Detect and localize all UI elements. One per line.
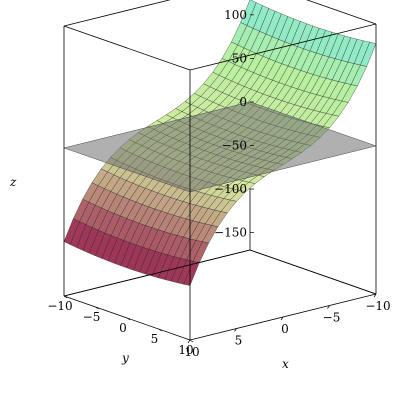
frame-edge <box>63 25 191 71</box>
surfaces <box>63 0 377 286</box>
z-tick-label: −150 <box>214 226 247 240</box>
x-tick-label: 5 <box>235 334 243 348</box>
z-tick-label: 50 <box>232 51 247 65</box>
y-tick-label: 10 <box>178 343 193 357</box>
frame-edge <box>63 249 251 297</box>
x-tick <box>234 328 237 332</box>
plot-frame-front <box>63 23 377 341</box>
x-axis-title: x <box>282 357 289 371</box>
z-axis-title: z <box>9 175 17 189</box>
y-tick <box>95 306 99 310</box>
x-tick-label: 0 <box>281 322 289 336</box>
x-tick-label: −5 <box>323 311 341 325</box>
x-tick <box>280 316 284 321</box>
x-tick-label: −10 <box>365 299 390 313</box>
y-tick-label: 5 <box>151 332 159 346</box>
x-tick <box>187 339 191 344</box>
x-tick <box>327 305 330 309</box>
y-tick <box>63 295 68 299</box>
frame-edge <box>306 0 377 25</box>
frame-edge <box>63 0 171 27</box>
y-tick <box>189 339 194 343</box>
y-axis-title: y <box>121 351 129 365</box>
frame-edge <box>249 249 377 295</box>
z-tick-label: −100 <box>214 182 247 196</box>
z-tick-label: 0 <box>239 95 247 109</box>
x-tick <box>373 293 377 298</box>
y-tick-label: 0 <box>119 321 127 335</box>
y-tick <box>158 328 162 332</box>
y-tick <box>126 317 131 321</box>
z-tick-label: −50 <box>222 138 247 152</box>
x-tick-label: 10 <box>184 345 199 359</box>
frame-edge <box>189 23 377 71</box>
y-tick-label: −5 <box>83 310 101 324</box>
z-tick-label: 100 <box>224 8 247 22</box>
y-tick-label: −10 <box>47 299 72 313</box>
